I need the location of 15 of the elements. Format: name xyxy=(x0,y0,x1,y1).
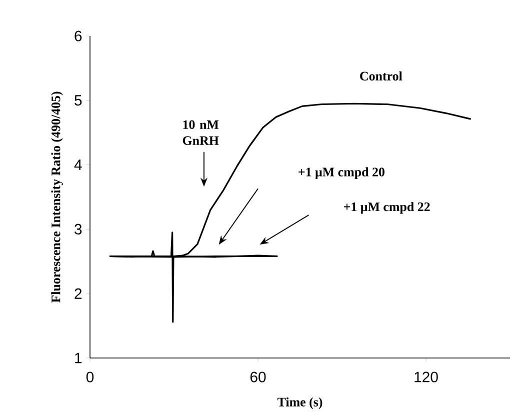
annotation: +1 μM cmpd 20 xyxy=(298,167,384,180)
x-tick-label: 0 xyxy=(86,372,94,382)
x-axis-title: Time (s) xyxy=(277,397,322,410)
y-tick-label: 4 xyxy=(74,160,82,170)
annotation: 10 nM GnRH xyxy=(182,120,219,145)
y-tick-label: 2 xyxy=(74,288,82,299)
series-label: Control xyxy=(360,71,402,80)
y-tick-label: 5 xyxy=(74,95,82,106)
annotation: +1 μM cmpd 22 xyxy=(344,202,430,214)
x-tick-label: 60 xyxy=(250,372,266,382)
y-tick-label: 6 xyxy=(74,30,82,42)
x-tick-label: 120 xyxy=(414,372,438,382)
y-tick-label: 3 xyxy=(74,224,82,234)
y-axis-title: Fluorescence Intensity Ratio (490/405) xyxy=(51,92,63,303)
y-tick-label: 1 xyxy=(75,352,82,364)
